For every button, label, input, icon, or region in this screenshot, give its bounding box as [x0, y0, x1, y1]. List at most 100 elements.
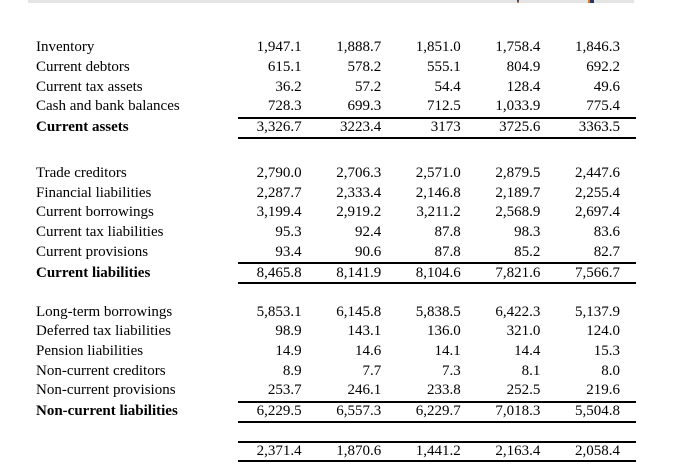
value-cell: 804.9: [506, 59, 541, 76]
value-cell: 2,333.4: [336, 184, 382, 201]
value-cell: 15.3: [593, 342, 620, 359]
value-cell: 7,821.6: [495, 264, 541, 281]
value-cell: 8.1: [521, 362, 541, 379]
value-cell: 3363.5: [578, 119, 620, 136]
value-cell: 7,018.3: [495, 403, 541, 420]
value-cell: 2,287.7: [256, 184, 302, 201]
value-cell: 3173: [430, 119, 461, 136]
value-cell: 95.3: [275, 224, 302, 241]
value-cell: 2,163.4: [495, 442, 541, 459]
row-values: 2,371.4 1,870.6 1,441.2 2,163.4 2,058.4: [238, 440, 636, 462]
value-cell: 6,422.3: [495, 303, 541, 320]
value-cell: 92.4: [354, 224, 382, 241]
table-row: Cash and bank balances 728.3 699.3 712.5…: [36, 97, 636, 117]
value-cell: 2,919.2: [336, 204, 382, 221]
total-row-current-liabilities: Current liabilities 8,465.8 8,141.9 8,10…: [36, 262, 636, 285]
value-cell: 1,870.6: [336, 442, 382, 459]
row-label: Non-current creditors: [36, 362, 166, 379]
table-row: Financial liabilities 2,287.7 2,333.4 2,…: [36, 183, 636, 203]
value-cell: 98.3: [514, 224, 541, 241]
row-label: Inventory: [36, 39, 95, 56]
row-label: Trade creditors: [36, 165, 127, 182]
value-cell: 8,465.8: [256, 264, 302, 281]
value-cell: 5,838.5: [415, 303, 461, 320]
value-cell: 233.8: [427, 382, 461, 399]
value-cell: 1,888.7: [336, 39, 382, 56]
value-cell: 3,211.2: [416, 204, 461, 221]
value-cell: 2,697.4: [574, 204, 620, 221]
table-row: Current tax liabilities 95.3 92.4 87.8 9…: [36, 223, 636, 243]
value-cell: 3,326.7: [256, 119, 302, 136]
value-cell: 7.7: [362, 362, 382, 379]
table-row: Current debtors 615.1 578.2 555.1 804.9 …: [36, 58, 636, 78]
value-cell: 253.7: [267, 382, 302, 399]
value-cell: 57.2: [354, 78, 382, 95]
row-values: 6,229.5 6,557.3 6,229.7 7,018.3 5,504.8: [238, 400, 636, 423]
value-cell: 49.6: [593, 78, 620, 95]
value-cell: 3725.6: [499, 119, 541, 136]
table-row: Non-current provisions 253.7 246.1 233.8…: [36, 381, 636, 401]
value-cell: 2,447.6: [574, 165, 620, 182]
value-cell: 555.1: [427, 59, 461, 76]
row-label: Cash and bank balances: [36, 98, 180, 115]
value-cell: 14.4: [514, 342, 541, 359]
total-row-current-assets: Current assets 3,326.7 3223.4 3173 3725.…: [36, 116, 636, 139]
value-cell: 90.6: [354, 243, 382, 260]
value-cell: 2,371.4: [256, 442, 302, 459]
value-cell: 2,706.3: [336, 165, 382, 182]
row-label: Current tax liabilities: [36, 224, 164, 241]
clipped-content-mark: [517, 0, 519, 3]
value-cell: 692.2: [586, 59, 620, 76]
value-cell: 2,879.5: [495, 165, 541, 182]
row-values: 2,287.7 2,333.4 2,146.8 2,189.7 2,255.4: [238, 183, 636, 203]
row-label: Current debtors: [36, 59, 130, 76]
value-cell: 93.4: [275, 243, 302, 260]
value-cell: 143.1: [347, 323, 382, 340]
value-cell: 87.8: [434, 243, 461, 260]
value-cell: 54.4: [434, 78, 461, 95]
value-cell: 699.3: [347, 98, 382, 115]
value-cell: 5,137.9: [574, 303, 620, 320]
value-cell: 321.0: [506, 323, 541, 340]
value-cell: 6,145.8: [336, 303, 382, 320]
clipped-row-remnant: [28, 0, 634, 3]
value-cell: 1,758.4: [495, 39, 541, 56]
table-row: Long-term borrowings 5,853.1 6,145.8 5,8…: [36, 302, 636, 322]
balance-sheet-table: Inventory 1,947.1 1,888.7 1,851.0 1,758.…: [36, 38, 636, 462]
row-label: Financial liabilities: [36, 184, 152, 201]
table-row: Deferred tax liabilities 98.9 143.1 136.…: [36, 322, 636, 342]
section-gap: [36, 139, 636, 164]
value-cell: 2,568.9: [495, 204, 541, 221]
value-cell: 3223.4: [339, 119, 382, 136]
value-cell: 219.6: [586, 382, 620, 399]
row-label: Current borrowings: [36, 204, 154, 221]
value-cell: 36.2: [275, 78, 302, 95]
value-cell: 578.2: [347, 59, 382, 76]
row-values: 98.9 143.1 136.0 321.0 124.0: [238, 322, 636, 342]
row-label: Current liabilities: [36, 264, 151, 281]
row-values: 2,790.0 2,706.3 2,571.0 2,879.5 2,447.6: [238, 164, 636, 184]
value-cell: 775.4: [586, 98, 620, 115]
clipped-content-mark: [588, 0, 594, 3]
value-cell: 85.2: [514, 243, 541, 260]
row-label: Current assets: [36, 119, 129, 136]
row-values: 8.9 7.7 7.3 8.1 8.0: [238, 361, 636, 381]
row-label: Deferred tax liabilities: [36, 323, 171, 340]
row-values: 14.9 14.6 14.1 14.4 15.3: [238, 342, 636, 362]
value-cell: 1,033.9: [495, 98, 541, 115]
value-cell: 1,441.2: [415, 442, 461, 459]
section-gap: [36, 423, 636, 441]
value-cell: 712.5: [427, 98, 461, 115]
value-cell: 6,229.7: [415, 403, 461, 420]
value-cell: 2,255.4: [574, 184, 620, 201]
value-cell: 136.0: [427, 323, 461, 340]
row-label: Pension liabilities: [36, 342, 144, 359]
value-cell: 2,571.0: [415, 165, 461, 182]
value-cell: 14.6: [354, 342, 382, 359]
row-values: 3,326.7 3223.4 3173 3725.6 3363.5: [238, 116, 636, 139]
total-row-non-current-liabilities: Non-current liabilities 6,229.5 6,557.3 …: [36, 400, 636, 423]
row-values: 253.7 246.1 233.8 252.5 219.6: [238, 381, 636, 401]
value-cell: 82.7: [593, 243, 620, 260]
row-values: 3,199.4 2,919.2 3,211.2 2,568.9 2,697.4: [238, 203, 636, 223]
table-row: Current provisions 93.4 90.6 87.8 85.2 8…: [36, 243, 636, 263]
